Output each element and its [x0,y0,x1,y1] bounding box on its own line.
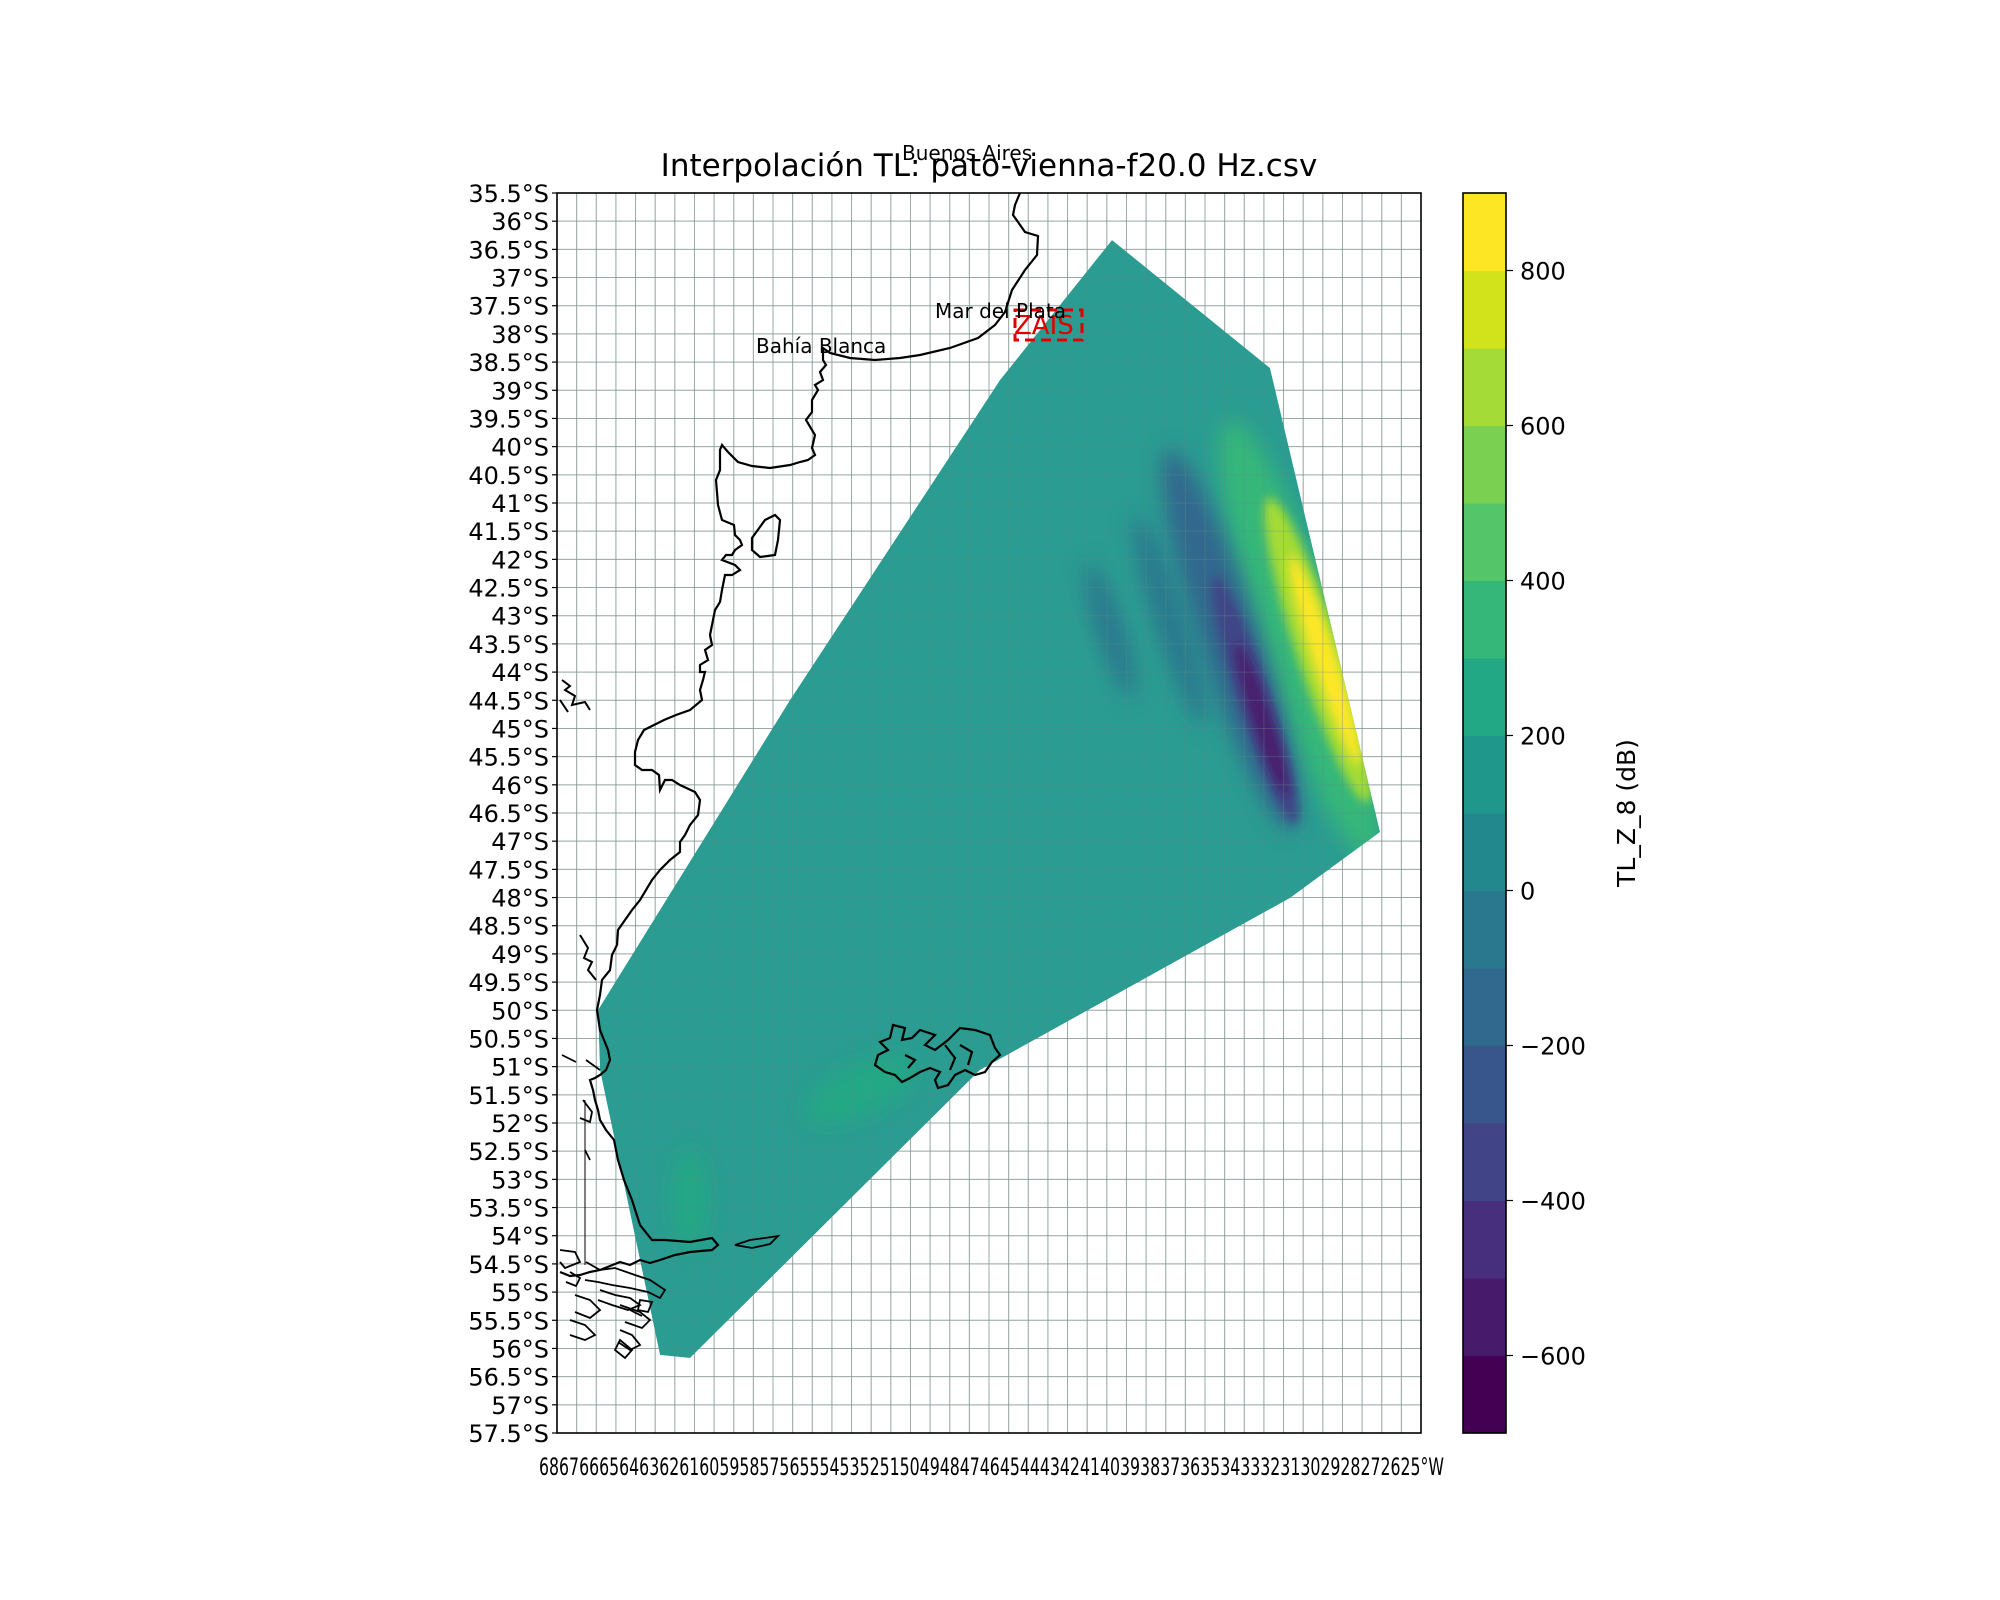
colorbar-step [1463,193,1506,272]
city-mar-del-plata: Mar del Plata [935,299,1066,323]
latitude-tick-label: 48°S [491,885,549,913]
coastline [559,193,1040,1278]
latitude-tick-label: 53.5°S [468,1195,549,1223]
latitude-tick-label: 36.5°S [468,236,549,264]
map-title: Interpolación TL: pato-vienna-f20.0 Hz.c… [661,148,1318,184]
latitude-tick-label: 40°S [491,434,549,462]
latitude-tick-label: 44°S [491,659,549,687]
city-bahia-blanca: Bahía Blanca [756,334,886,358]
colorbar-label: TL_Z_8 (dB) [1612,739,1641,888]
latitude-tick-label: 37.5°S [468,293,549,321]
latitude-tick-label: 44.5°S [468,687,549,715]
latitude-tick-label: 43.5°S [468,631,549,659]
latitude-tick-label: 39.5°S [468,405,549,433]
colorbar-ticks: 800 600 400 200 0 −200 −400 −600 [1506,258,1586,1371]
colorbar-step [1463,425,1506,504]
colorbar-step [1463,270,1506,349]
colorbar-frame [1462,192,1507,1434]
colorbar-step [1463,890,1506,969]
colorbar-step [1463,1278,1506,1357]
zais-zone [1013,308,1084,342]
latitude-tick-label: 52.5°S [468,1138,549,1166]
colorbar-tick-label: 800 [1520,258,1566,286]
latitude-tick-label: 38.5°S [468,349,549,377]
latitude-tick-label: 48.5°S [468,913,549,941]
chile-coast-north [559,679,597,981]
latitude-tick-label: 36°S [491,208,549,236]
latitude-tick-label: 47°S [491,828,549,856]
colorbar-tick-label: −600 [1520,1343,1586,1371]
latitude-tick-label: 40.5°S [468,462,549,490]
colorbar-steps [1463,193,1506,1434]
isla-de-los-estados [734,1234,781,1249]
latitude-tick-label: 38°S [491,321,549,349]
latitude-tick-label: 50.5°S [468,1025,549,1053]
latitude-tick-label: 47.5°S [468,856,549,884]
latitude-ticks: 35.5°S36°S36.5°S37°S37.5°S38°S38.5°S39°S… [468,180,557,1448]
colorbar-step [1463,968,1506,1047]
latitude-tick-label: 55°S [491,1279,549,1307]
colorbar-step [1463,735,1506,814]
latitude-tick-label: 55.5°S [468,1307,549,1335]
colorbar-tick-label: −200 [1520,1033,1586,1061]
latitude-tick-label: 42°S [491,546,549,574]
latitude-tick-label: 43°S [491,603,549,631]
latitude-tick-label: 54.5°S [468,1251,549,1279]
colorbar-step [1463,580,1506,659]
colorbar-step [1463,503,1506,582]
colorbar: 800 600 400 200 0 −200 −400 −600 TL_Z_8 (dB) [1462,192,1641,1434]
latitude-tick-label: 50°S [491,997,549,1025]
colorbar-step [1463,1200,1506,1279]
colorbar-tick-label: 400 [1520,568,1566,596]
latitude-tick-label: 49°S [491,941,549,969]
latitude-tick-label: 56°S [491,1335,549,1363]
latitude-tick-label: 52°S [491,1110,549,1138]
colorbar-step [1463,1355,1506,1434]
latitude-tick-label: 37°S [491,265,549,293]
latitude-tick-label: 41.5°S [468,518,549,546]
latitude-tick-label: 35.5°S [468,180,549,208]
latitude-tick-label: 56.5°S [468,1364,549,1392]
longitude-tick-labels: 6867666564636261605958575655545352515049… [539,1453,1444,1481]
colorbar-tick-label: −400 [1520,1188,1586,1216]
tierra-del-fuego [569,1261,667,1352]
latitude-tick-label: 57°S [491,1392,549,1420]
latitude-tick-label: 53°S [491,1166,549,1194]
colorbar-step [1463,813,1506,892]
city-buenos-aires-outside: Buenos Aires [902,141,1032,165]
colorbar-step [1463,348,1506,427]
peninsula-valdes [750,513,782,559]
latitude-tick-label: 57.5°S [468,1420,549,1448]
falkland-islands [873,1023,1002,1090]
map-axes: ZAIS Buenos Aires Mar del Plata Bahía Bl… [557,193,1421,1433]
colorbar-step [1463,658,1506,737]
latitude-tick-label: 45°S [491,715,549,743]
colorbar-step [1463,1123,1506,1202]
graticule-overlay [557,193,1421,1433]
latitude-tick-label: 49.5°S [468,969,549,997]
latitude-tick-label: 54°S [491,1223,549,1251]
colorbar-tick-label: 200 [1520,723,1566,751]
chilean-islands [559,1054,654,1360]
latitude-tick-label: 42.5°S [468,575,549,603]
latitude-tick-label: 39°S [491,377,549,405]
latitude-tick-label: 46°S [491,772,549,800]
latitude-tick-label: 51°S [491,1054,549,1082]
latitude-tick-label: 45.5°S [468,744,549,772]
colorbar-tick-label: 0 [1520,878,1535,906]
latitude-tick-label: 41°S [491,490,549,518]
zais-label: ZAIS [1014,311,1074,341]
colorbar-step [1463,1045,1506,1124]
colorbar-tick-label: 600 [1520,413,1566,441]
latitude-tick-label: 51.5°S [468,1082,549,1110]
tl-field [598,240,1380,1358]
latitude-tick-label: 46.5°S [468,800,549,828]
